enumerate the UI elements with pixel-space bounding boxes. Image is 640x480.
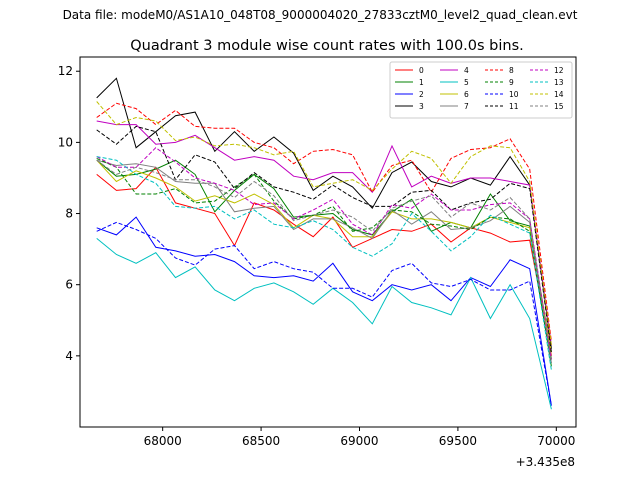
legend-label-2: 2 [419,90,424,99]
series-line-8 [96,102,552,342]
series-line-14 [96,101,552,346]
suptitle: Data file: modeM0/AS1A10_048T08_90000040… [62,8,578,22]
legend-label-15: 15 [554,102,564,111]
chart-title: Quadrant 3 module wise count rates with … [130,38,524,54]
legend-label-11: 11 [509,102,519,111]
legend-label-6: 6 [464,90,469,99]
series-line-11 [96,125,552,353]
y-tick-label: 4 [65,349,73,363]
legend-box [389,61,573,119]
legend-label-7: 7 [464,102,469,111]
x-tick-label: 68000 [144,434,182,448]
series-line-10 [96,221,552,406]
series-line-12 [96,147,552,360]
series-line-6 [96,159,552,353]
x-tick-label: 69500 [439,434,477,448]
legend-label-12: 12 [554,66,564,75]
series-line-9 [96,157,552,367]
series-line-15 [96,159,552,364]
x-tick-label: 68500 [242,434,280,448]
y-tick-label: 12 [58,64,73,78]
legend-label-10: 10 [509,90,519,99]
y-tick-label: 6 [65,278,73,292]
y-tick-label: 10 [58,135,73,149]
series-line-2 [96,216,552,406]
legend-label-8: 8 [509,66,514,75]
legend-label-0: 0 [419,66,424,75]
legend-label-4: 4 [464,66,469,75]
series-layer [96,77,552,410]
x-tick-label: 69000 [340,434,378,448]
series-line-7 [96,159,552,364]
x-tick-label: 70000 [537,434,575,448]
series-line-5 [96,238,552,410]
legend-label-5: 5 [464,78,469,87]
series-line-13 [96,156,552,371]
y-tick-label: 8 [65,207,73,221]
legend-label-13: 13 [554,78,564,87]
legend-label-1: 1 [419,78,424,87]
legend-label-9: 9 [509,78,514,87]
series-line-0 [96,166,552,356]
x-axis: 68000 68500 69000 69500 70000 [144,427,575,448]
series-line-1 [96,159,552,360]
plot-area [79,56,577,428]
y-axis: 4 6 8 10 12 [58,64,80,363]
series-line-4 [96,120,552,346]
legend-label-3: 3 [419,102,424,111]
legend-label-14: 14 [554,90,564,99]
series-line-3 [96,77,552,349]
x-offset-label: +3.435e8 [516,455,575,469]
